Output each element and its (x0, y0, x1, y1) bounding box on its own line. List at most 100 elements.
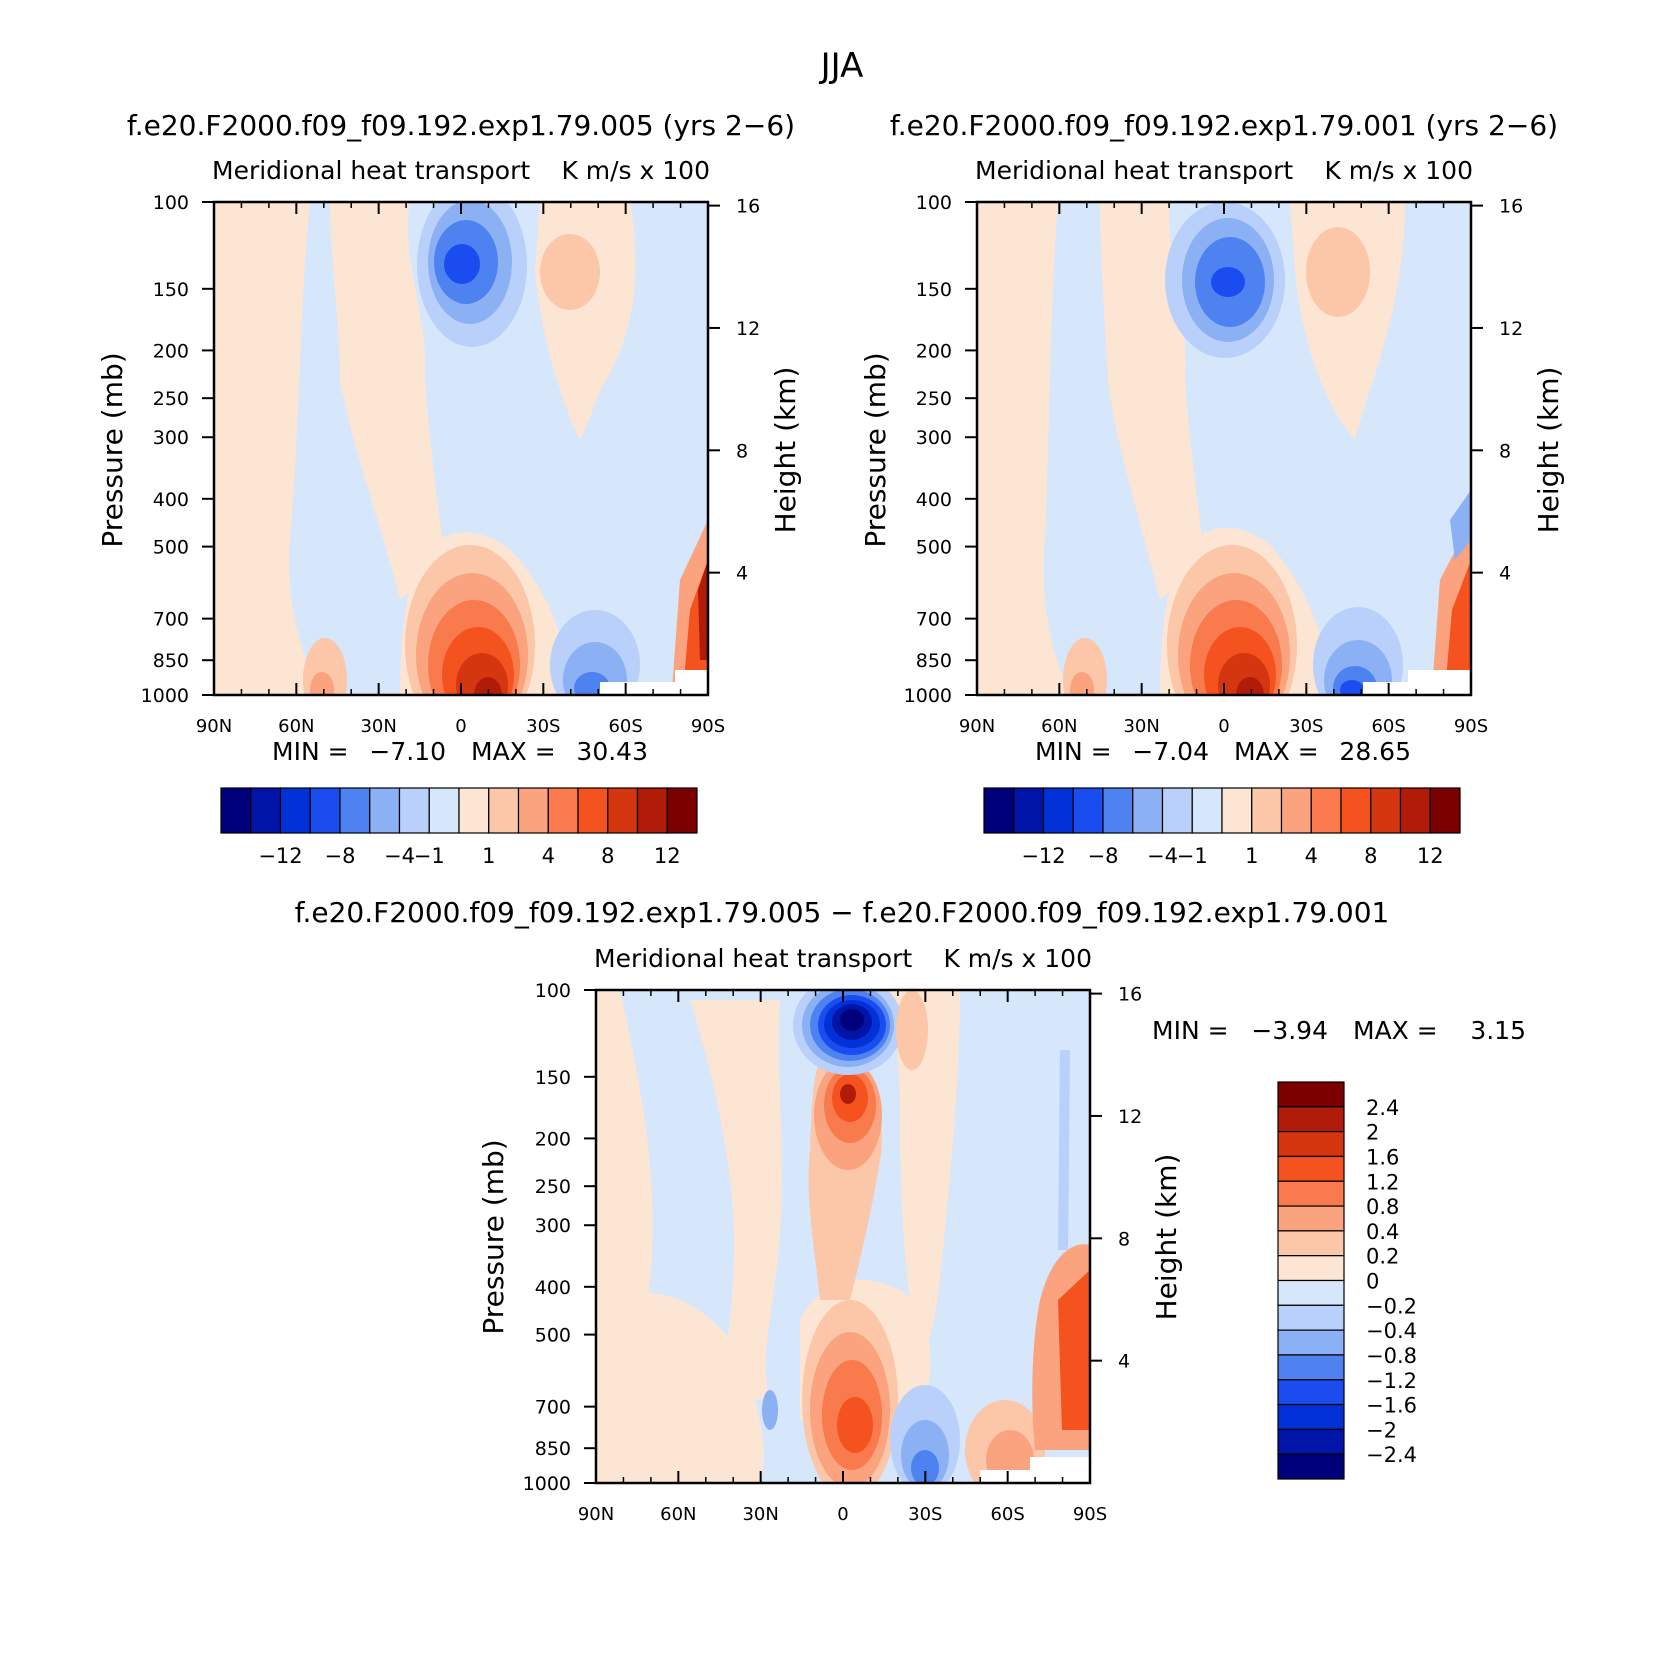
colorbar-label: −1.2 (1366, 1369, 1417, 1393)
colorbar-box (1277, 1255, 1345, 1282)
colorbar-box (1277, 1453, 1345, 1480)
ylabel-right: Height (km) (1150, 1154, 1183, 1321)
colorbar-label: 12 (654, 844, 681, 868)
figure-title: JJA (819, 46, 864, 86)
colorbar-label: 1 (482, 844, 495, 868)
contour-neg-upper-core (1165, 202, 1285, 358)
colorbar-box (1042, 787, 1074, 834)
contour-field (977, 202, 1471, 695)
y-tick-label: 1000 (904, 685, 952, 707)
colorbar-box (1013, 787, 1045, 834)
axes-layer: 90N 60N 30N 0 30S 60S 90S 100 150 200 250 300 400 500… (904, 192, 1524, 737)
colorbar-box (1399, 787, 1431, 834)
contour-neg-nh-dot (762, 1390, 778, 1430)
contour-pos-south-band (890, 990, 960, 1350)
min-value: −7.10 (369, 737, 446, 766)
y-tick-label: 400 (153, 489, 189, 511)
y-tick-label: 500 (535, 1325, 571, 1347)
contour-neg-level-4 (1340, 680, 1364, 695)
contour-neg-level-4 (1211, 267, 1245, 297)
colorbar-label: 0 (1366, 1270, 1379, 1294)
x-tick-label: 90S (1454, 716, 1488, 737)
contour-neg-southern-low (550, 610, 640, 695)
min-label: MIN = (272, 737, 349, 766)
height-tick-label: 16 (1118, 984, 1142, 1006)
contour-field (214, 202, 708, 695)
height-tick-label: 16 (1499, 196, 1523, 218)
colorbar-box (1280, 787, 1312, 834)
plot-title-right: K m/s x 100 (943, 944, 1092, 973)
y-tick-label: 700 (535, 1397, 571, 1419)
min-label: MIN = (1035, 737, 1112, 766)
colorbar-label: 0.4 (1366, 1220, 1399, 1244)
height-tick-label: 12 (1499, 318, 1523, 340)
y-tick-label: 200 (535, 1128, 571, 1150)
contour-neg-upper-core (417, 202, 527, 347)
height-tick-label: 8 (1499, 440, 1511, 462)
x-tick-label: 30N (742, 1504, 778, 1525)
colorbar-box (1221, 787, 1253, 834)
axes-layer: 90N 60N 30N 0 30S 60S 90S 100 150 200 250 300 400 500… (523, 980, 1143, 1525)
ylabel: Pressure (mb) (96, 352, 129, 547)
height-tick-label: 4 (1118, 1351, 1130, 1373)
colorbar-box (607, 787, 639, 834)
contour-neg-level-3 (911, 1450, 939, 1483)
colorbar-label: 0.2 (1366, 1245, 1399, 1269)
max-value: 30.43 (576, 737, 648, 766)
y-tick-label: 850 (153, 650, 189, 672)
x-tick-label: 60S (608, 716, 642, 737)
y-tick-label: 200 (153, 340, 189, 362)
ylabel: Pressure (mb) (859, 352, 892, 547)
contour-pos-level-6 (474, 677, 502, 695)
y-tick-label: 500 (916, 537, 952, 559)
colorbar: 2.421.61.20.80.40.20−0.2−0.4−0.8−1.2−1.6… (1277, 1081, 1417, 1480)
colorbar-box (1277, 1155, 1345, 1182)
min-label: MIN = (1152, 1016, 1229, 1045)
contour-pos-mid-band (330, 202, 445, 600)
colorbar-label: −1 (1177, 844, 1208, 868)
height-tick-label: 12 (736, 318, 760, 340)
contour-pos-upper-right-lobe (896, 990, 928, 1070)
y-tick-label: 250 (153, 388, 189, 410)
colorbar-label: −8 (1088, 844, 1119, 868)
y-tick-label: 1000 (141, 685, 189, 707)
contour-pos-nh-band (214, 202, 320, 695)
colorbar-label: 1.6 (1366, 1145, 1399, 1169)
y-tick-label: 700 (916, 609, 952, 631)
colorbar: −12 −8 −4−1 1 4 8 12 (983, 787, 1461, 868)
contour-neg-level-4 (444, 244, 480, 284)
contour-pos-southern-low-inner (986, 1430, 1034, 1483)
plot-title-left: Meridional heat transport (594, 944, 912, 973)
colorbar-label: −4 (384, 844, 415, 868)
contour-pos-nh-low-inner (1070, 672, 1094, 695)
colorbar-box (458, 787, 490, 834)
y-tick-label: 100 (535, 980, 571, 1002)
colorbar-box (1429, 787, 1461, 834)
x-tick-label: 0 (455, 716, 466, 737)
x-tick-label: 90N (578, 1504, 614, 1525)
colorbar-box (577, 787, 609, 834)
max-label: MAX = (1353, 1016, 1438, 1045)
colorbar-box (1277, 1205, 1345, 1232)
x-tick-label: 30S (1289, 716, 1323, 737)
x-tick-label: 60N (1041, 716, 1077, 737)
colorbar-box (250, 787, 282, 834)
missing-data-mask (675, 670, 708, 684)
colorbar-box (309, 787, 341, 834)
y-tick-label: 150 (153, 279, 189, 301)
ylabel: Pressure (mb) (477, 1139, 510, 1334)
colorbar-label: 4 (542, 844, 555, 868)
colorbar-box (517, 787, 549, 834)
colorbar-box (398, 787, 430, 834)
contour-pos-central-band (690, 1000, 782, 1400)
contour-pos-lowlevel-core (405, 545, 535, 695)
contour-field (596, 990, 1090, 1483)
x-tick-label: 90S (691, 716, 725, 737)
colorbar-box (666, 787, 698, 834)
colorbar-box (1277, 1230, 1345, 1257)
y-tick-label: 150 (535, 1067, 571, 1089)
y-tick-label: 850 (916, 650, 952, 672)
colorbar-box (1102, 787, 1134, 834)
ylabel-right: Height (km) (1532, 367, 1565, 534)
